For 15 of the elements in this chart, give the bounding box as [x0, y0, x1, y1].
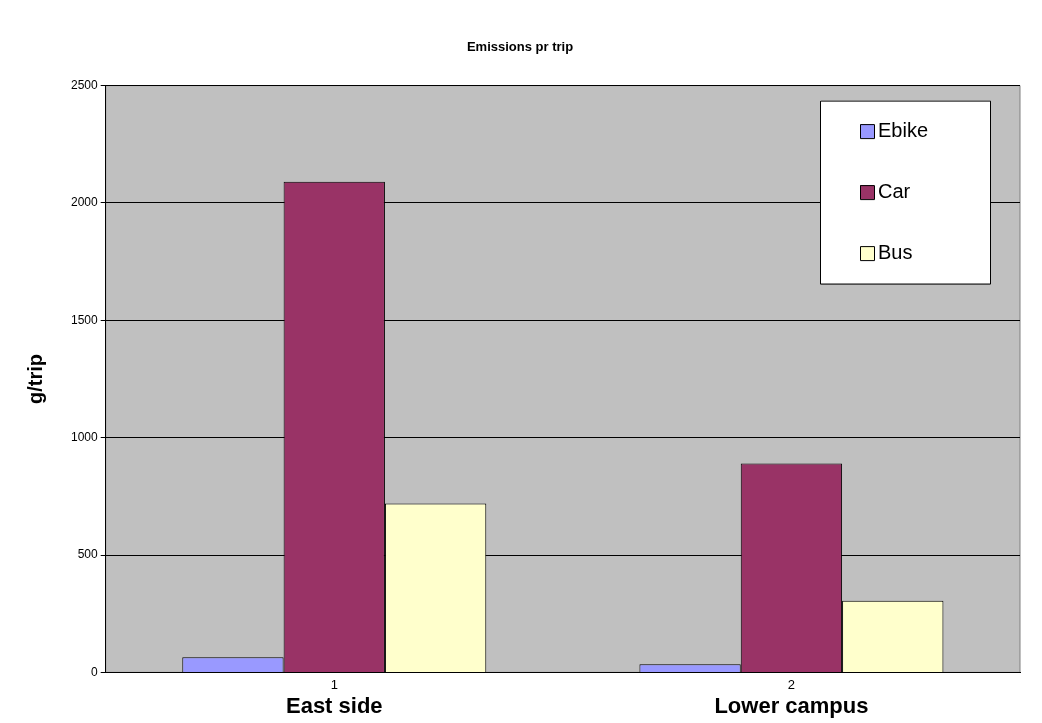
x-tick-label: 1	[330, 676, 338, 692]
chart-title: Emissions pr trip	[466, 39, 574, 55]
legend-label: Bus	[878, 240, 913, 263]
y-tick-label: 1500	[70, 312, 99, 327]
y-axis-title: g/trip	[23, 354, 46, 404]
y-tick-label: 500	[77, 547, 99, 562]
text: Lower campus	[714, 693, 869, 719]
y-tick-label: 0	[91, 664, 99, 679]
y-tick-label: 2000	[70, 195, 99, 210]
y-tick-label: 1000	[70, 429, 99, 444]
legend-label: Ebike	[878, 118, 929, 141]
text: East side	[285, 693, 383, 719]
y-tick-label: 2500	[70, 77, 99, 92]
legend-label: Car	[878, 179, 911, 202]
x-tick-label: 2	[787, 676, 796, 692]
